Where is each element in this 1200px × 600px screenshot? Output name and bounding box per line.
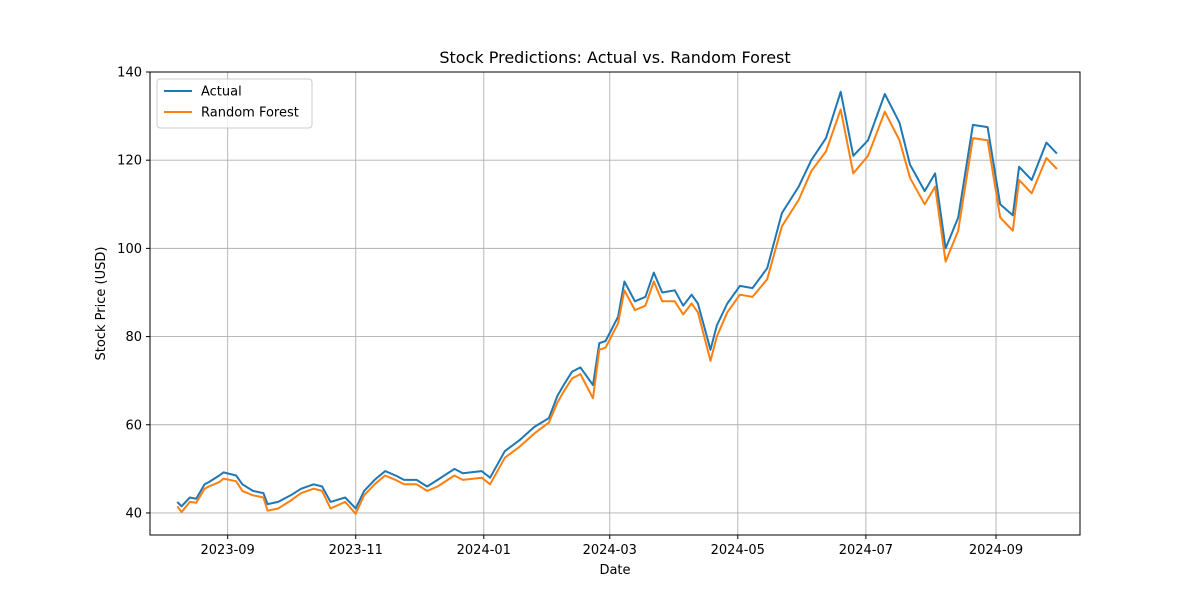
chart-title: Stock Predictions: Actual vs. Random For… [439,48,790,67]
axis-ticks: 40 60 80 100 120 140 2023-09 2023-11 2024-01 2024… [117,66,1023,559]
x-tick-label: 2024-09 [969,543,1023,558]
x-tick-label: 2023-11 [329,543,383,558]
series-lines [176,90,1058,515]
y-tick-label: 80 [125,330,142,345]
series-line-random-forest [176,108,1058,515]
y-tick-label: 100 [117,242,142,257]
plot-area-frame [149,71,1081,536]
legend-label: Actual [201,85,242,100]
x-tick-label: 2024-05 [711,543,765,558]
y-tick-label: 140 [117,66,142,81]
x-tick-label: 2024-01 [457,543,511,558]
y-tick-label: 60 [125,418,142,433]
legend-box [156,78,313,129]
y-tick-label: 120 [117,154,142,169]
x-axis-title: Date [599,563,630,578]
x-tick-label: 2024-07 [839,543,893,558]
x-tick-label: 2024-03 [583,543,637,558]
x-tick-label: 2023-09 [201,543,255,558]
grid-lines [150,71,1080,535]
y-axis-title: Stock Price (USD) [94,247,109,361]
series-line-actual [176,90,1058,510]
legend: Actual Random Forest [156,78,313,129]
y-tick-label: 40 [125,506,142,521]
legend-label: Random Forest [201,106,299,121]
